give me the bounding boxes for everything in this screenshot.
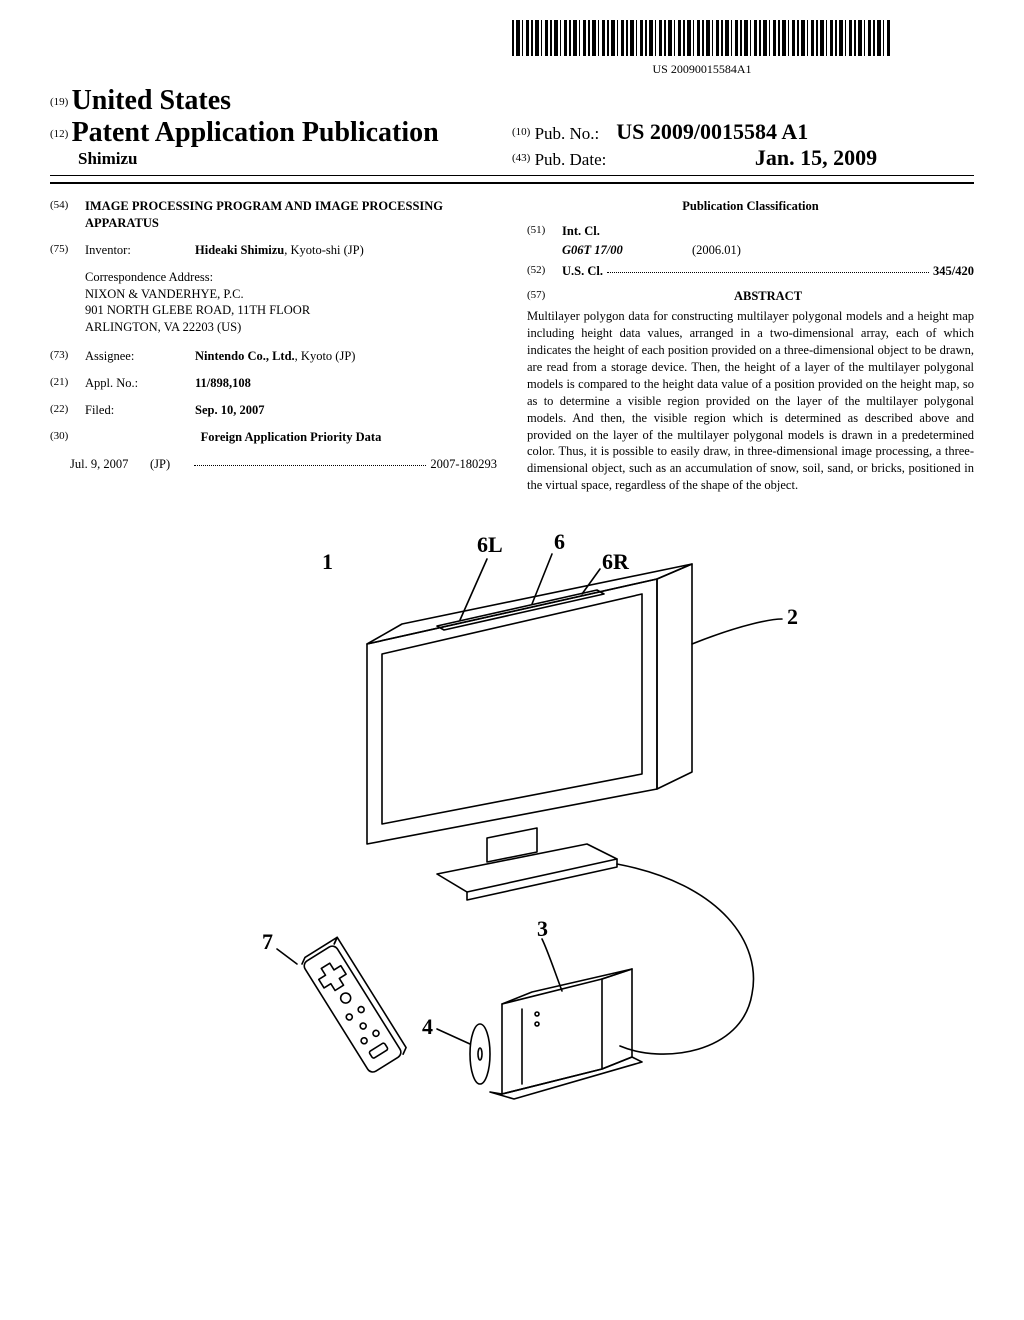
biblio-columns: (54) IMAGE PROCESSING PROGRAM AND IMAGE …: [50, 198, 974, 494]
figure-svg: 1 6L 6 6R 2 7 3 4: [202, 524, 822, 1124]
divider: [50, 182, 974, 184]
filed-date: Sep. 10, 2007: [195, 403, 264, 417]
inid-title: (54): [50, 198, 85, 232]
inid-intcl: (51): [527, 223, 562, 240]
fig-label-6L: 6L: [477, 532, 503, 557]
country: United States: [72, 85, 231, 116]
intcl-date: (2006.01): [692, 242, 741, 259]
assignee-label: Assignee:: [85, 348, 195, 365]
uscl-label: U.S. Cl.: [562, 264, 603, 278]
inid-pubno: (10): [512, 126, 530, 138]
appl-label: Appl. No.:: [85, 375, 195, 392]
barcode-region: US 20090015584A1: [430, 20, 974, 77]
divider-thin: [50, 175, 974, 176]
fig-label-2: 2: [787, 604, 798, 629]
dots: [607, 263, 929, 273]
foreign-header: Foreign Application Priority Data: [85, 429, 497, 446]
foreign-country: (JP): [150, 456, 190, 473]
pubdate-label: Pub. Date:: [535, 150, 607, 169]
left-column: (54) IMAGE PROCESSING PROGRAM AND IMAGE …: [50, 198, 497, 494]
right-column: Publication Classification (51) Int. Cl.…: [527, 198, 974, 494]
intcl-code: G06T 17/00: [562, 243, 623, 257]
inid-uscl: (52): [527, 263, 562, 280]
barcode-graphic: [512, 20, 892, 56]
pub-number: US 2009/0015584 A1: [616, 119, 808, 144]
invention-title: IMAGE PROCESSING PROGRAM AND IMAGE PROCE…: [85, 198, 497, 232]
inventor-name: Hideaki Shimizu: [195, 243, 284, 257]
foreign-date: Jul. 9, 2007: [70, 456, 150, 473]
inid-filed: (22): [50, 402, 85, 419]
inid-assignee: (73): [50, 348, 85, 365]
fig-label-1: 1: [322, 549, 333, 574]
inid-doctype: (12): [50, 128, 68, 140]
pub-date: Jan. 15, 2009: [755, 145, 877, 170]
fig-label-4: 4: [422, 1014, 433, 1039]
correspondence-street: 901 NORTH GLEBE ROAD, 11TH FLOOR: [85, 302, 497, 319]
intcl-label: Int. Cl.: [562, 224, 600, 238]
correspondence-address: Correspondence Address: NIXON & VANDERHY…: [85, 269, 497, 337]
inventor-location: , Kyoto-shi (JP): [284, 243, 364, 257]
foreign-number: 2007-180293: [430, 456, 497, 473]
assignee-name: Nintendo Co., Ltd.: [195, 349, 295, 363]
uscl-value: 345/420: [933, 264, 974, 278]
correspondence-label: Correspondence Address:: [85, 269, 497, 286]
fig-label-7: 7: [262, 929, 273, 954]
abstract-header: ABSTRACT: [562, 288, 974, 305]
header: (19) United States (12) Patent Applicati…: [50, 85, 974, 171]
pubno-label: Pub. No.:: [535, 124, 600, 143]
abstract-text: Multilayer polygon data for constructing…: [527, 308, 974, 494]
doc-type: Patent Application Publication: [72, 117, 439, 148]
barcode-label: US 20090015584A1: [430, 62, 974, 77]
filed-label: Filed:: [85, 402, 195, 419]
dots: [194, 456, 426, 466]
inventor-surname: Shimizu: [78, 149, 512, 169]
inid-foreign: (30): [50, 429, 85, 446]
classification-header: Publication Classification: [527, 198, 974, 215]
assignee-location: , Kyoto (JP): [295, 349, 356, 363]
fig-label-3: 3: [537, 916, 548, 941]
inid-pubdate: (43): [512, 152, 530, 164]
correspondence-city: ARLINGTON, VA 22203 (US): [85, 319, 497, 336]
inventor-label: Inventor:: [85, 242, 195, 259]
inid-appl: (21): [50, 375, 85, 392]
fig-label-6R: 6R: [602, 549, 630, 574]
inid-country: (19): [50, 96, 68, 108]
appl-number: 11/898,108: [195, 376, 251, 390]
front-figure: 1 6L 6 6R 2 7 3 4: [50, 524, 974, 1128]
correspondence-name: NIXON & VANDERHYE, P.C.: [85, 286, 497, 303]
inid-inventor: (75): [50, 242, 85, 259]
inid-abstract: (57): [527, 288, 562, 305]
fig-label-6: 6: [554, 529, 565, 554]
